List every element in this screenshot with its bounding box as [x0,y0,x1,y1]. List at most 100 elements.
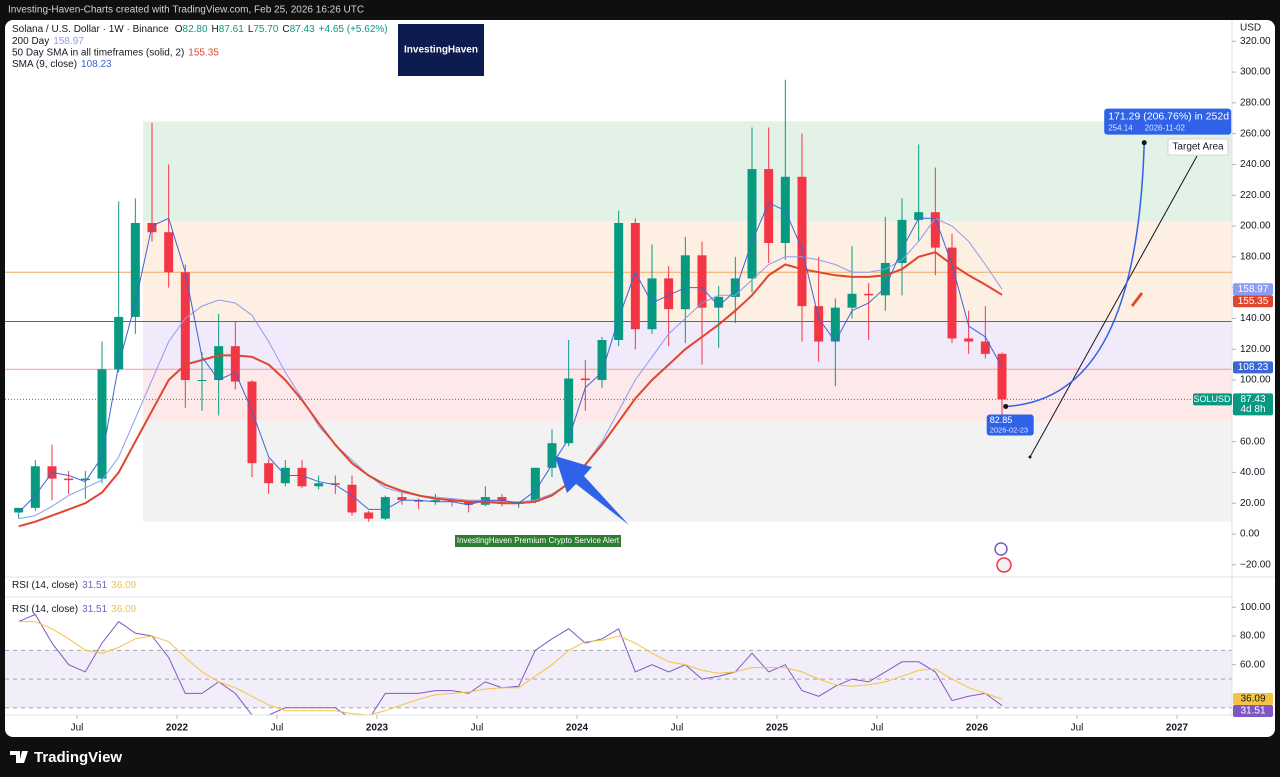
target-line [1029,155,1198,458]
candle-body [414,500,424,502]
candle-body [214,346,224,381]
main-legend: Solana / U.S. Dollar · 1W · Binance O82.8… [12,24,388,35]
rsi-line [18,621,1003,715]
candle-body [814,306,824,342]
series-legend: SMA (9, close) 108.23 [12,59,112,70]
alert-label: InvestingHaven Premium Crypto Service Al… [457,536,620,545]
target-label: Target Area [1172,142,1224,153]
x-tick-label: Jul [871,723,884,734]
price-tag [1233,361,1273,374]
quote-key: L [248,24,254,35]
candle-body [64,478,74,481]
x-tick-label: Jul [1071,723,1084,734]
currency: USD [1240,23,1261,34]
candle-body [130,222,140,317]
price-pane [14,79,1007,528]
candle-body [747,169,757,279]
candle-body [680,255,690,310]
branding-logo [10,751,28,763]
symbol-label: SOLUSD [1193,394,1231,404]
target-box [1167,138,1229,156]
series-value: 108.23 [81,59,112,70]
candle-body [847,293,857,308]
candle-body [464,501,474,505]
candle-body [897,219,907,264]
price-tag [1233,295,1273,308]
y-tick-label: 140.00 [1240,313,1271,324]
candle-body [264,463,274,484]
price-tag-label: 108.23 [1238,362,1269,373]
candle-body [647,278,657,330]
y-tick-label: −20.00 [1240,559,1271,570]
quote-value: 87.43 [290,24,315,35]
projection-end-value: 254.14 [1108,124,1133,133]
candle-body [297,467,307,487]
quote-value: 87.61 [219,24,244,35]
candle-body [914,212,924,220]
candle-body [714,296,724,308]
target-line-end [1028,455,1032,459]
branding: TradingView [34,749,122,766]
candle-body [564,378,574,444]
candle-body [30,466,40,508]
x-tick-label: 2027 [1166,723,1189,734]
price-tag-label: 155.35 [1238,296,1269,307]
candle-body [230,346,240,382]
x-tick-label: Jul [271,723,284,734]
candle-body [614,222,624,341]
y-tick-label: 200.00 [1240,221,1271,232]
zone [143,421,1232,522]
candle-body [947,247,957,339]
rocket-icon [1131,292,1143,307]
candle-body [97,369,107,479]
y-tick-label: 280.00 [1240,97,1271,108]
y-tick-label: 260.00 [1240,128,1271,139]
rsi-tag [1233,693,1273,706]
zone [143,321,1232,370]
projection-end-label: 254.14 2026-11-02 [1108,124,1185,133]
candle-body [180,272,190,381]
rsi-value: 31.51 [82,604,107,615]
y-tick-label: 20.00 [1240,498,1265,509]
x-tick-label: 2025 [766,723,789,734]
quote-change: +4.65 (+5.62%) [319,24,388,35]
event-icon [994,542,1008,556]
candle-body [630,222,640,330]
candle-body [330,483,340,485]
y-tick-label: 300.00 [1240,67,1271,78]
legend-title: Solana / U.S. Dollar · 1W · Binance [12,24,169,35]
zones [5,121,1232,522]
candle-body [314,483,324,487]
y-tick-label: 180.00 [1240,251,1271,262]
rsi-value: 36.09 [111,580,136,591]
footer [0,741,1280,777]
candle-body [80,478,90,481]
candle-body [14,507,24,513]
candle-body [730,278,740,297]
quote-key: C [282,24,289,35]
projection-box [1104,108,1232,135]
quote-value: 82.80 [183,24,208,35]
zone [143,369,1232,422]
last-price-tag [1233,393,1273,416]
y-tick-label: 100.00 [1240,375,1271,386]
y-tick-label: 220.00 [1240,190,1271,201]
indicator-line [18,202,1003,513]
indicator-line [18,251,1003,528]
x-tick-label: Jul [71,723,84,734]
y-tick-label: 40.00 [1240,467,1265,478]
projection-start-date: 2026-02-23 [990,425,1028,434]
event-icon [996,557,1012,573]
candle-body [247,381,257,464]
y-tick-label: 120.00 [1240,344,1271,355]
x-tick-label: Jul [471,723,484,734]
candle-body [780,176,790,243]
rsi-legend: RSI (14, close) 31.51 36.09 [12,580,137,591]
symbol-tag [1193,393,1232,406]
candle-body [964,338,974,342]
series-legend: 50 Day SMA in all timeframes (solid, 2) 1… [12,47,219,58]
price-tag-label: 158.97 [1238,284,1269,295]
rsi-tag-label: 31.51 [1240,706,1265,717]
candle-body [930,212,940,248]
